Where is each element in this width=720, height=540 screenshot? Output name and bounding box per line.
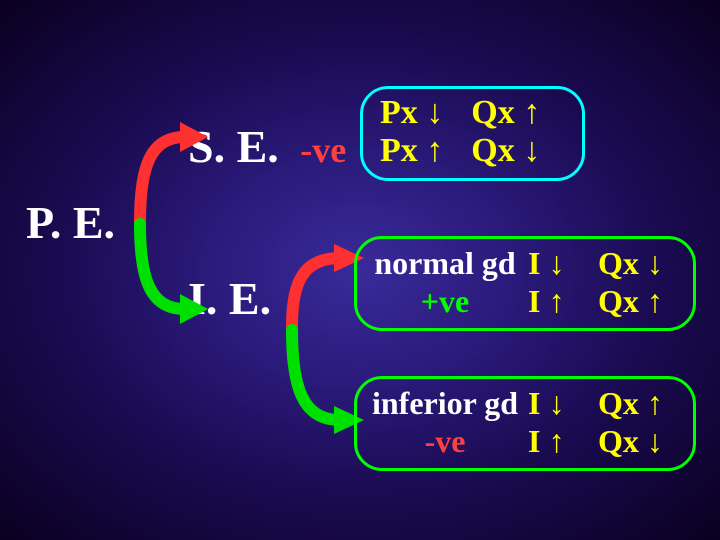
se-r2c1: Px ↑ [380,132,443,170]
normal-gd-l2: +ve [370,282,520,320]
se-pill-content: Px ↓ Qx ↑ Px ↑ Qx ↓ [380,94,540,170]
se-r1c2: Qx ↑ [471,94,540,132]
normal-gd-l1: normal gd [370,244,520,282]
arrow-ie-to-inferior [272,320,367,440]
inferior-gd-l2: -ve [370,422,520,460]
se-label: S. E. -ve [188,120,346,173]
pe-label: P. E. [26,196,115,249]
normal-pill-content: normal gd I ↓ Qx ↓ +ve I ↑ Qx ↑ [370,244,690,321]
normal-r1c1: I ↓ [528,244,590,282]
se-r2c2: Qx ↓ [471,132,540,170]
se-r1c1: Px ↓ [380,94,443,132]
inferior-gd-l1: inferior gd [370,384,520,422]
inferior-pill-content: inferior gd I ↓ Qx ↑ -ve I ↑ Qx ↓ [370,384,690,461]
inferior-r2c1: I ↑ [528,422,590,460]
inferior-r1c1: I ↓ [528,384,590,422]
inferior-r2c2: Qx ↓ [598,422,690,460]
normal-r2c1: I ↑ [528,282,590,320]
normal-r2c2: Qx ↑ [598,282,690,320]
inferior-r1c2: Qx ↑ [598,384,690,422]
se-sign: -ve [300,130,346,170]
arrow-pe-to-ie [120,214,210,334]
normal-r1c2: Qx ↓ [598,244,690,282]
